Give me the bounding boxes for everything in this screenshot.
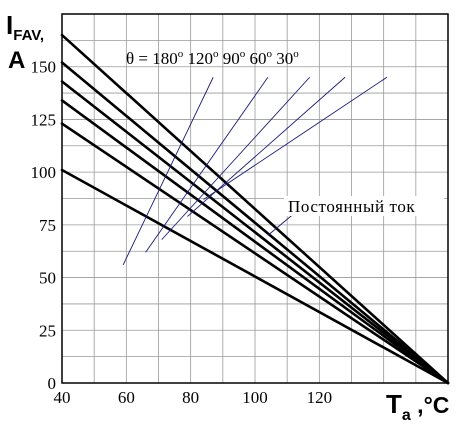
- y-axis-label: IFAV,: [6, 10, 44, 44]
- leader-line-2: [145, 76, 269, 253]
- series-line-3: [60, 80, 450, 385]
- degree-90: o: [240, 48, 246, 60]
- y-tick-label: 50: [39, 269, 56, 288]
- angle-120: 120: [188, 49, 214, 68]
- x-tick-label: 80: [182, 388, 199, 407]
- y-tick-label: 125: [31, 110, 57, 129]
- x-tick-label: 60: [118, 388, 135, 407]
- degree-60: o: [267, 48, 273, 60]
- dc-label: Постоянный ток: [288, 197, 415, 216]
- angle-60: 60: [250, 49, 267, 68]
- angle-90: 90: [223, 49, 240, 68]
- plot-frame: [61, 13, 449, 384]
- x-axis-label-main: T: [386, 389, 402, 419]
- leader-line-5: [203, 76, 388, 200]
- leader-line-3: [161, 76, 311, 240]
- angle-180: 180: [152, 49, 178, 68]
- theta-symbol: θ: [126, 49, 134, 68]
- leader-line-1: [122, 77, 214, 266]
- leader-line-4: [187, 76, 346, 217]
- series-line-2: [60, 61, 450, 385]
- x-axis-label-sub: a: [402, 407, 411, 424]
- series-line-6: [60, 168, 450, 385]
- dc-label-background: [284, 196, 444, 216]
- x-tick-label: 120: [307, 388, 333, 407]
- y-tick-label: 25: [39, 321, 56, 340]
- angle-30: 30: [276, 49, 293, 68]
- angle-label: θ = 180o 120o 90o 60o 30o: [126, 42, 299, 68]
- leader-lines: [122, 76, 388, 266]
- y-axis-label-main: I: [6, 10, 13, 40]
- y-axis-unit: A: [8, 47, 25, 74]
- tick-labels: 40 60 80 100 120 0 25 50 75 100 125 150: [31, 58, 333, 407]
- y-tick-label: 100: [31, 163, 57, 182]
- degree-180: o: [178, 48, 184, 60]
- y-tick-label: 0: [48, 374, 57, 393]
- series-line-5: [60, 122, 450, 385]
- x-axis-label: Ta ,°C: [386, 389, 449, 424]
- series-line-4: [60, 99, 450, 385]
- degree-30: o: [293, 48, 299, 60]
- y-tick-label: 75: [39, 216, 56, 235]
- grid: [62, 14, 448, 383]
- x-axis-label-unit: ,°C: [411, 392, 450, 418]
- x-tick-label: 100: [242, 388, 268, 407]
- series-group: [60, 33, 450, 385]
- x-tick-label: 40: [54, 388, 71, 407]
- equals-sign: =: [138, 49, 148, 68]
- y-tick-label: 150: [31, 58, 57, 77]
- series-line-1: [60, 33, 450, 385]
- degree-120: o: [213, 48, 219, 60]
- y-axis-label-sub: FAV,: [13, 27, 44, 44]
